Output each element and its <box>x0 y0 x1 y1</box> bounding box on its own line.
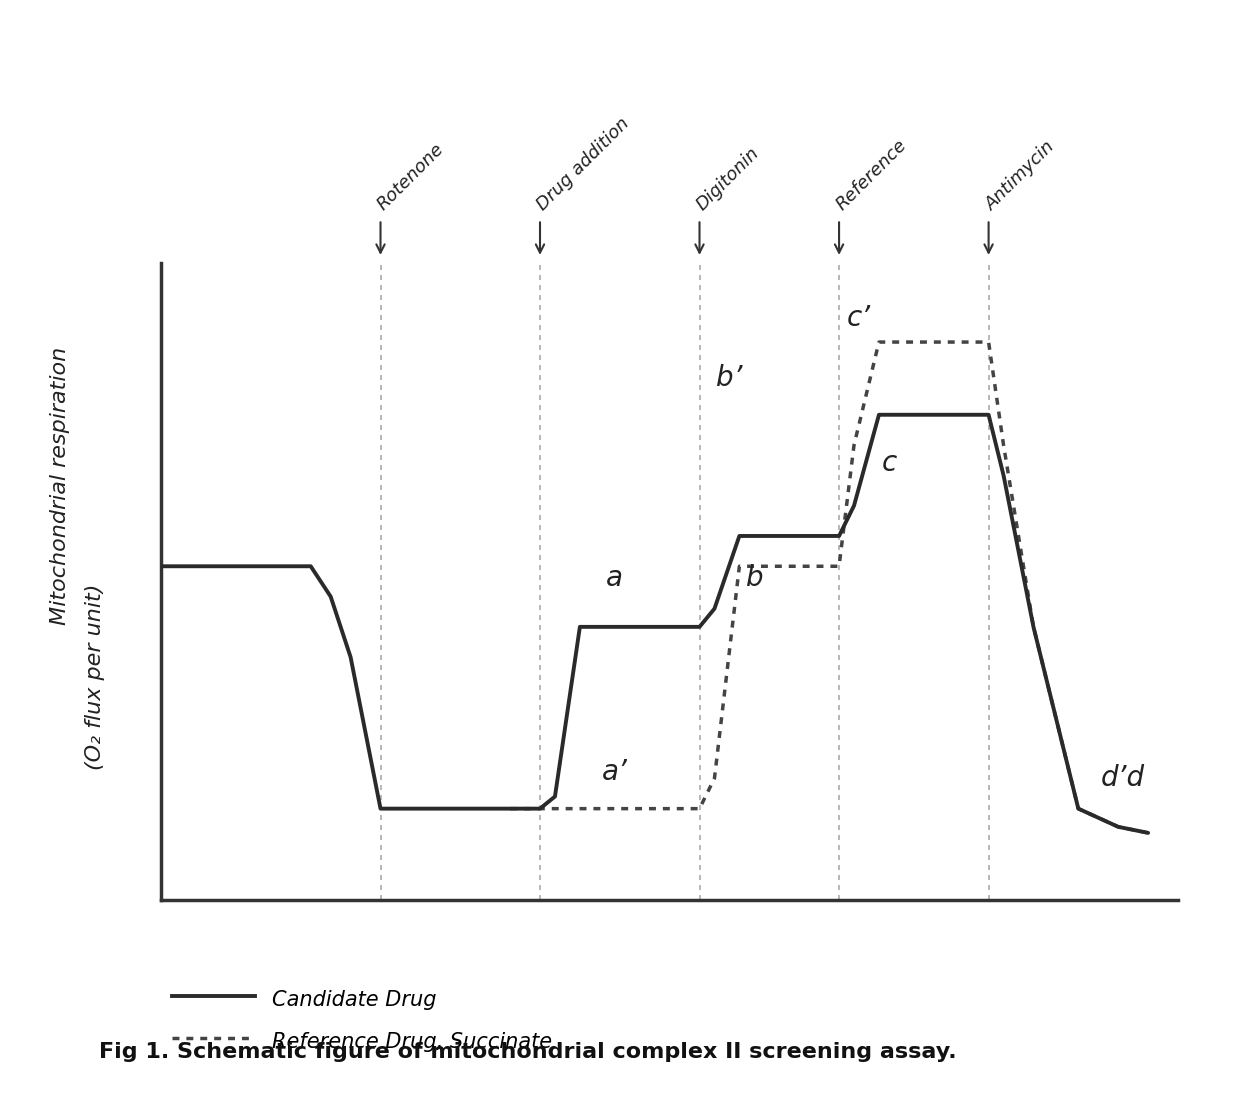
Candidate Drug <box>1111 821 1126 834</box>
Candidate Drug <box>532 802 547 815</box>
Text: Mitochondrial respiration: Mitochondrial respiration <box>50 347 69 625</box>
Text: (O₂ flux per unit): (O₂ flux per unit) <box>86 584 105 770</box>
Reference Drug, Succinate <box>707 772 722 785</box>
Candidate Drug <box>548 790 563 803</box>
Candidate Drug <box>872 408 887 421</box>
Line: Reference Drug, Succinate: Reference Drug, Succinate <box>510 342 1148 833</box>
Text: c: c <box>882 450 897 477</box>
Text: b: b <box>745 564 763 592</box>
Reference Drug, Succinate <box>872 336 887 349</box>
Candidate Drug <box>154 559 169 573</box>
Text: Rotenone: Rotenone <box>374 140 448 214</box>
Text: Digitonin: Digitonin <box>693 144 763 214</box>
Candidate Drug <box>931 408 946 421</box>
Text: Drug addition: Drug addition <box>533 114 634 214</box>
Candidate Drug <box>343 651 358 664</box>
Reference Drug, Succinate <box>548 802 563 815</box>
Candidate Drug <box>781 530 796 543</box>
Reference Drug, Succinate <box>692 802 707 815</box>
Reference Drug, Succinate <box>1025 620 1040 633</box>
Text: a: a <box>606 564 624 592</box>
Reference Drug, Succinate <box>1141 826 1156 839</box>
Reference Drug, Succinate <box>732 559 746 573</box>
Reference Drug, Succinate <box>502 802 517 815</box>
Candidate Drug <box>1071 802 1086 815</box>
Candidate Drug <box>1141 826 1156 839</box>
Reference Drug, Succinate <box>832 559 847 573</box>
Candidate Drug <box>573 620 588 633</box>
Text: a’: a’ <box>601 758 627 787</box>
Reference Drug, Succinate <box>532 802 547 815</box>
Text: d’d: d’d <box>1101 765 1146 792</box>
Candidate Drug <box>996 468 1011 482</box>
Candidate Drug <box>443 802 458 815</box>
Candidate Drug <box>304 559 319 573</box>
Candidate Drug <box>324 590 339 603</box>
Text: Antimycin: Antimycin <box>982 137 1059 214</box>
Reference Drug, Succinate <box>847 439 862 452</box>
Reference Drug, Succinate <box>931 336 946 349</box>
Legend: Candidate Drug, Reference Drug, Succinate: Candidate Drug, Reference Drug, Succinat… <box>171 986 552 1054</box>
Text: Reference: Reference <box>832 136 910 214</box>
Candidate Drug <box>1025 620 1040 633</box>
Candidate Drug <box>981 408 996 421</box>
Text: Fig 1. Schematic figure of mitochondrial complex II screening assay.: Fig 1. Schematic figure of mitochondrial… <box>99 1042 957 1062</box>
Reference Drug, Succinate <box>781 559 796 573</box>
Candidate Drug <box>707 602 722 615</box>
Reference Drug, Succinate <box>996 439 1011 452</box>
Reference Drug, Succinate <box>1071 802 1086 815</box>
Reference Drug, Succinate <box>1111 821 1126 834</box>
Candidate Drug <box>847 499 862 512</box>
Reference Drug, Succinate <box>632 802 647 815</box>
Reference Drug, Succinate <box>981 336 996 349</box>
Text: c’: c’ <box>847 304 870 331</box>
Reference Drug, Succinate <box>573 802 588 815</box>
Candidate Drug <box>632 620 647 633</box>
Candidate Drug <box>373 802 388 815</box>
Text: b’: b’ <box>717 364 743 393</box>
Line: Candidate Drug: Candidate Drug <box>161 415 1148 833</box>
Candidate Drug <box>692 620 707 633</box>
Candidate Drug <box>502 802 517 815</box>
Candidate Drug <box>832 530 847 543</box>
Candidate Drug <box>732 530 746 543</box>
